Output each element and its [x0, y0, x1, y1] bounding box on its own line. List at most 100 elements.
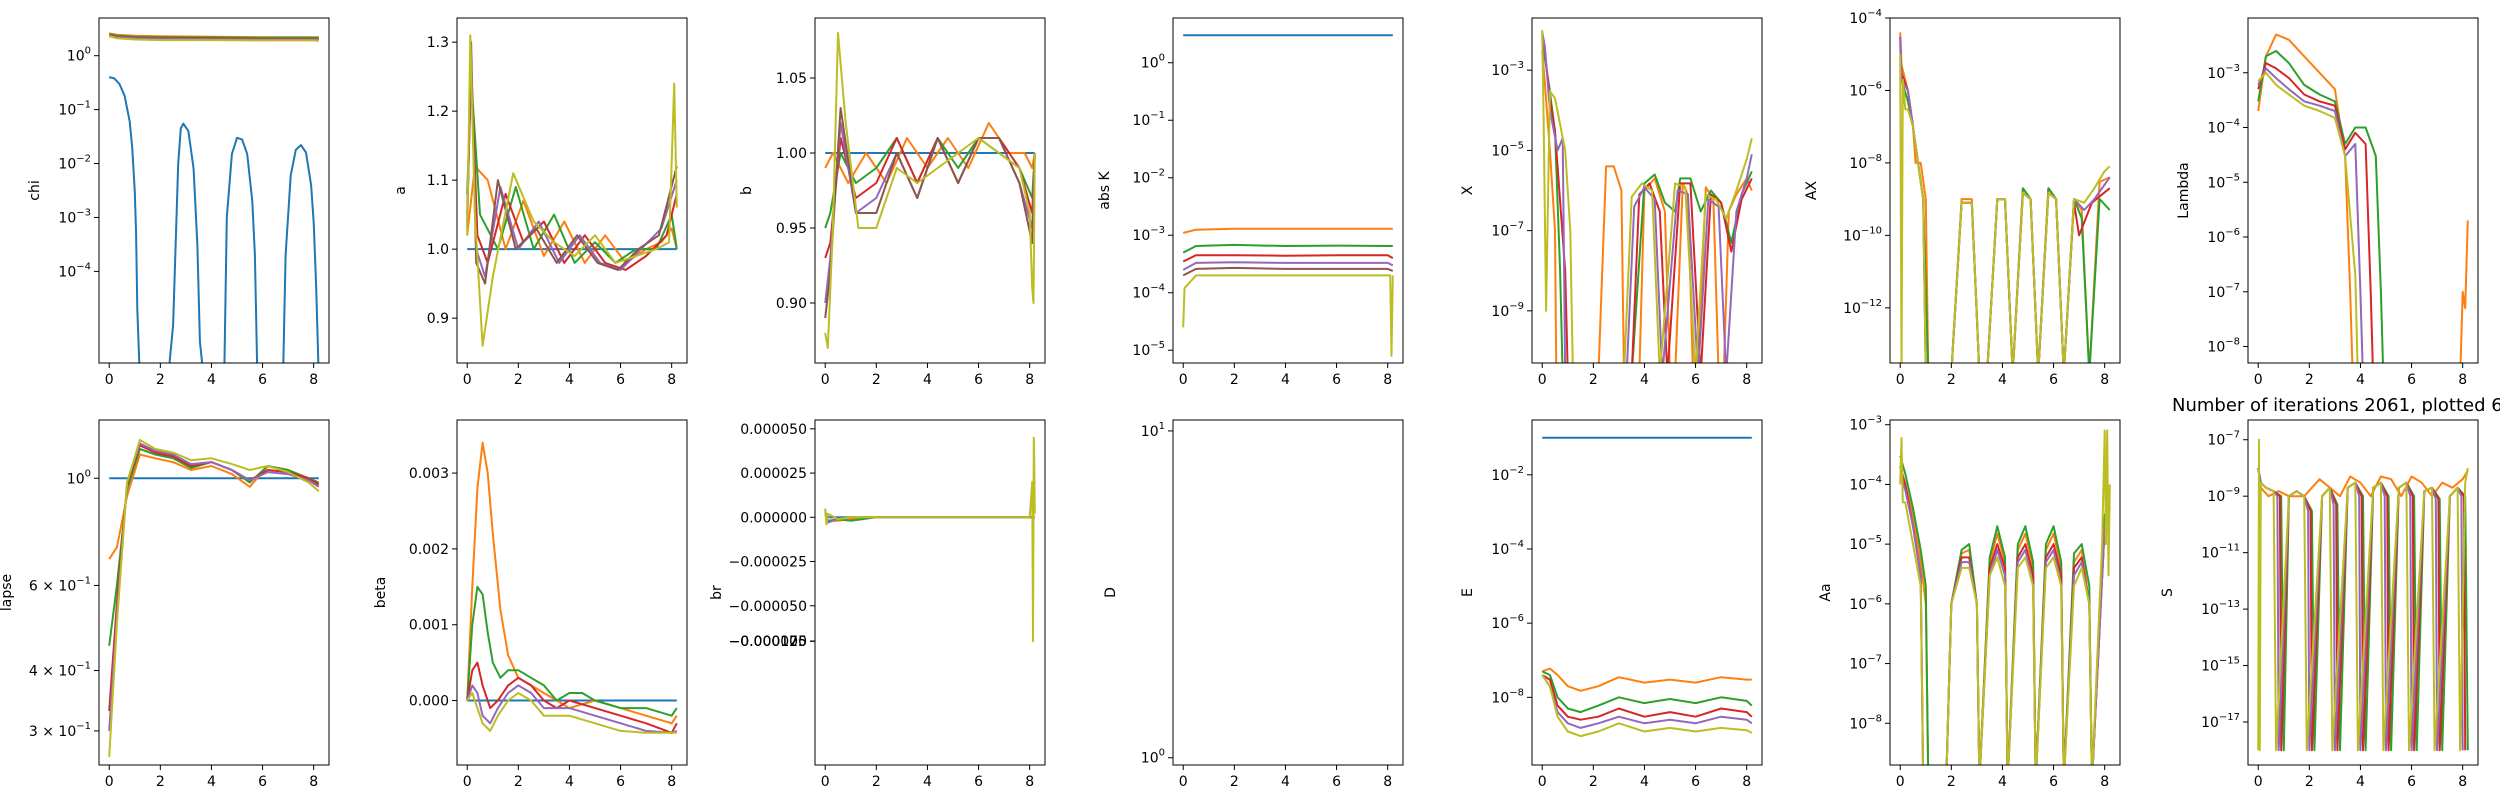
y-tick-label: 4 × 10−1: [29, 661, 91, 680]
x-tick-label: 6: [616, 372, 625, 388]
plot-frame: [2247, 419, 2479, 766]
y-tick-label: −0.000125: [728, 634, 807, 650]
y-tick-label: 0.000: [409, 694, 449, 710]
x-tick-label: 0: [1896, 372, 1905, 388]
y-axis-label: b: [739, 186, 755, 195]
y-tick-label: 10−4: [1849, 8, 1882, 27]
y-tick-label: 3 × 10−1: [29, 721, 91, 740]
y-tick-label: −0.000050: [728, 599, 807, 615]
x-tick-label: 8: [1025, 372, 1034, 388]
x-tick-label: 2: [872, 774, 881, 790]
x-tick-label: 0: [105, 774, 114, 790]
series-line-4: [824, 436, 1036, 643]
y-tick-label: 10−5: [1849, 534, 1882, 553]
series-line-0: [108, 76, 320, 363]
y-tick-label: 6 × 10−1: [29, 575, 91, 594]
x-tick-label: 0: [2254, 372, 2263, 388]
y-tick-label: 100: [1141, 748, 1165, 767]
y-axis-label: E: [1460, 588, 1476, 597]
x-tick-label: 0: [821, 372, 830, 388]
y-tick-label: 101: [1141, 421, 1165, 440]
series-line-5: [466, 692, 677, 734]
series-group: [108, 439, 320, 757]
subplot-lapse: 0 2 4 6 8 100 6 × 10−1 4 × 10−1 3 × 10−1 lapse: [0, 419, 330, 790]
y-tick-label: 10−3: [2207, 63, 2240, 82]
x-tick-label: 2: [156, 372, 165, 388]
plot-frame: [2247, 17, 2479, 364]
series-line-3: [466, 68, 678, 271]
subplot-Aa: 0 2 4 6 8 10−3 10−4 10−5 10−6 10−7 10−8 Aa: [1818, 415, 2121, 790]
y-tick-label: 10−7: [1491, 221, 1524, 240]
series-line-4: [2257, 71, 2359, 363]
y-tick-label: 10−2: [1491, 465, 1524, 484]
plot-frame: [1172, 419, 1404, 766]
x-tick-label: 8: [309, 372, 318, 388]
x-tick-label: 6: [1332, 372, 1341, 388]
y-tick-label: 0.001: [409, 618, 449, 634]
x-tick-label: 0: [463, 774, 472, 790]
y-axis-label: a: [393, 186, 409, 195]
y-tick-label: 1.3: [427, 35, 449, 51]
series-line-0: [1541, 50, 1753, 363]
x-tick-label: 2: [2305, 372, 2314, 388]
y-tick-label: 0.002: [409, 542, 449, 558]
x-tick-label: 4: [565, 372, 574, 388]
series-group: [1899, 32, 2111, 363]
y-tick-label: 1.1: [427, 173, 449, 189]
y-tick-label: 10−3: [1849, 415, 1882, 434]
x-tick-label: 4: [923, 774, 932, 790]
y-axis-label: AX: [1804, 181, 1820, 201]
x-tick-label: 4: [207, 372, 216, 388]
series-line-3: [1541, 674, 1753, 721]
y-tick-label: 0.95: [776, 221, 807, 237]
x-tick-label: 8: [1383, 774, 1392, 790]
series-group: [824, 436, 1036, 643]
series-line-0: [2257, 467, 2469, 498]
subplot-grid: 0 2 4 6 8 100 10−1 10−2 10−3 10−4 chi 0 2 4 6 8 0.9 1.0 1.…: [0, 8, 2479, 790]
y-axis-label: abs K: [1097, 170, 1113, 209]
y-tick-label: 10−9: [2207, 486, 2240, 505]
x-tick-label: 6: [2407, 372, 2416, 388]
series-line-2: [466, 585, 678, 717]
series-group: [2257, 438, 2469, 752]
x-tick-label: 0: [1179, 774, 1188, 790]
plot-frame: [1531, 17, 1763, 364]
series-line-3: [1899, 473, 2111, 765]
y-tick-label: 0.000025: [740, 466, 807, 482]
series-line-6: [1182, 274, 1394, 357]
x-tick-label: 4: [565, 774, 574, 790]
x-tick-label: 8: [1742, 774, 1751, 790]
y-tick-label: 10−10: [1843, 225, 1882, 244]
series-group: [1541, 436, 1753, 738]
y-tick-label: 10−5: [2207, 172, 2240, 191]
subplot-chi: 0 2 4 6 8 100 10−1 10−2 10−3 10−4 chi: [27, 17, 330, 388]
x-tick-label: 6: [2407, 774, 2416, 790]
y-tick-label: 10−8: [1491, 687, 1524, 706]
y-tick-label: 100: [67, 46, 91, 65]
x-tick-label: 2: [514, 372, 523, 388]
x-tick-label: 0: [821, 774, 830, 790]
y-tick-label: 0.9: [427, 311, 449, 327]
x-tick-label: 0: [1538, 774, 1547, 790]
x-tick-label: 4: [1640, 372, 1649, 388]
series-line-1: [1541, 667, 1752, 692]
y-tick-label: 10−3: [58, 207, 91, 226]
y-axis-label: lapse: [0, 574, 15, 611]
series-group: [1899, 429, 2111, 765]
series-line-5: [108, 35, 319, 42]
series-line-1: [466, 441, 678, 725]
series-line-3: [824, 137, 1036, 259]
x-tick-label: 2: [1947, 372, 1956, 388]
series-line-4: [1182, 261, 1394, 271]
x-tick-label: 4: [1281, 372, 1290, 388]
series-line-2: [2257, 62, 2374, 363]
y-tick-label: 10−4: [58, 261, 91, 280]
y-tick-label: 1.05: [776, 71, 807, 87]
plot-frame: [1172, 17, 1404, 364]
series-line-4: [1541, 30, 1753, 363]
y-tick-label: 10−15: [2201, 656, 2240, 675]
y-tick-label: 1.0: [427, 242, 449, 258]
x-tick-label: 8: [1025, 774, 1034, 790]
series-line-4: [2257, 438, 2469, 752]
plot-frame: [98, 419, 330, 766]
